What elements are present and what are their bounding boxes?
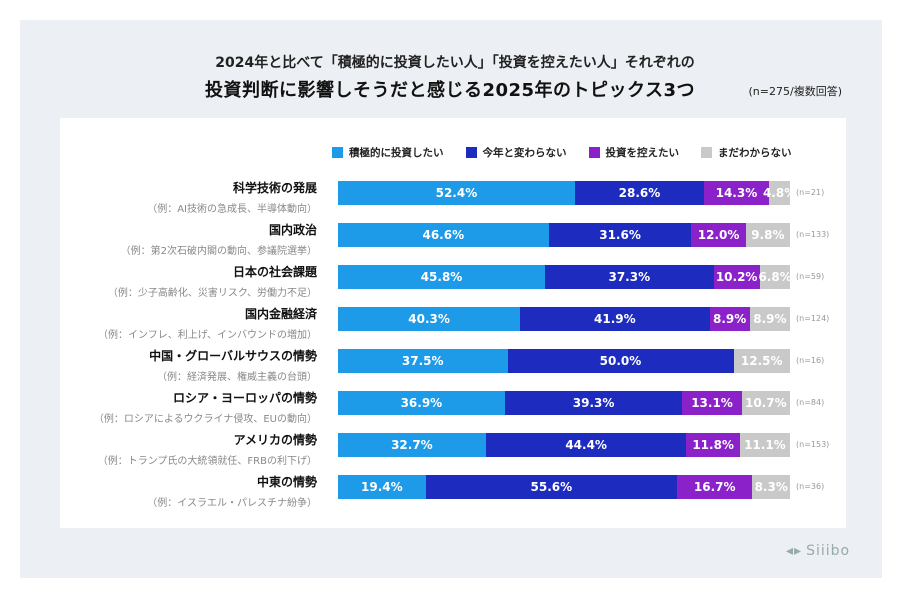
category-example: （例：第2次石破内閣の動向、参議院選挙） [120,246,317,257]
bar-segment: 12.5% [733,349,790,373]
category-label: ロシア・ヨーロッパの情勢 （例：ロシアによるウクライナ侵攻、EUの動向） [17,389,317,425]
sample-size-label: (n=59) [796,272,825,281]
bar-segment: 11.1% [739,433,790,457]
sample-size-label: (n=133) [796,230,830,239]
bar-segment: 52.4% [338,181,575,205]
logo-text: Siiibo [806,543,851,559]
bar-segment: 8.9% [709,307,750,331]
bar-segment: 31.6% [548,223,692,247]
category-example: （例：イスラエル・パレスチナ紛争） [147,498,317,509]
legend-swatch [332,147,343,158]
bar-segment: 44.4% [485,433,687,457]
bar-segment: 14.3% [704,181,769,205]
bar-segment: 6.8% [758,265,792,289]
category-example: （例：ロシアによるウクライナ侵攻、EUの動向） [93,414,317,425]
bar-segment: 45.8% [338,265,546,289]
category-example: （例：少子高齢化、災害リスク、労働力不足） [107,288,317,299]
bar-segment: 8.3% [752,475,790,499]
category-name: 国内政治 [268,223,317,237]
category-name: アメリカの情勢 [233,433,317,447]
legend-swatch [701,147,712,158]
legend-label: まだわからない [718,147,792,159]
sample-size-label: (n=124) [796,314,830,323]
legend-label: 積極的に投資したい [349,147,444,159]
bar-segment: 39.3% [504,391,683,415]
sample-note: (n=275/複数回答) [748,85,842,98]
legend-item: 今年と変わらない [465,145,567,160]
bar-segment: 55.6% [425,475,677,499]
sample-size-label: (n=36) [796,482,825,491]
category-label: 科学技術の発展 （例：AI技術の急成長、半導体動向） [17,179,317,215]
chart-title-line1: 2024年と比べて「積極的に投資したい人」「投資を控えたい人」それぞれの [215,55,695,71]
bar-segment: 8.9% [749,307,790,331]
category-label: 中国・グローバルサウスの情勢 （例：経済発展、権威主義の台頭） [17,347,317,383]
category-label: アメリカの情勢 （例：トランプ氏の大統領就任、FRBの利下げ） [17,431,317,467]
bar-segment: 4.8% [763,181,796,205]
legend: 積極的に投資したい 今年と変わらない 投資を控えたい まだわからない [332,145,792,160]
category-example: （例：インフレ、利上げ、インバウンドの増加） [98,330,317,341]
category-example: （例：AI技術の急成長、半導体動向） [147,204,317,215]
bar-segment: 40.3% [338,307,521,331]
category-name: 中国・グローバルサウスの情勢 [149,349,317,363]
category-label: 日本の社会課題 （例：少子高齢化、災害リスク、労働力不足） [17,263,317,299]
category-example: （例：トランプ氏の大統領就任、FRBの利下げ） [97,456,317,467]
category-label: 中東の情勢 （例：イスラエル・パレスチナ紛争） [17,473,317,509]
legend-item: 投資を控えたい [588,145,680,160]
legend-label: 投資を控えたい [605,147,680,159]
bar-segment: 36.9% [338,391,505,415]
legend-item: まだわからない [701,145,792,160]
sample-size-label: (n=84) [796,398,825,407]
bar-segment: 13.1% [682,391,742,415]
bar-segment: 28.6% [574,181,705,205]
sample-size-label: (n=153) [796,440,830,449]
bar-segment: 16.7% [677,475,753,499]
sample-size-label: (n=16) [796,356,825,365]
bar-segment: 37.5% [338,349,508,373]
category-name: ロシア・ヨーロッパの情勢 [172,391,317,405]
bar-segment: 37.3% [545,265,714,289]
category-name: 国内金融経済 [244,307,317,321]
bar-segment: 32.7% [338,433,486,457]
bar-segment: 46.6% [338,223,549,247]
category-name: 日本の社会課題 [232,265,317,279]
legend-swatch [465,147,477,158]
legend-label: 今年と変わらない [482,147,567,159]
category-label: 国内政治 （例：第2次石破内閣の動向、参議院選挙） [17,221,317,257]
sample-size-label: (n=21) [796,188,825,197]
logo-icon: ◂▸ [786,543,803,559]
bar-segment: 12.0% [691,223,746,247]
category-name: 科学技術の発展 [232,181,317,195]
siiibo-logo: ◂▸ Siiibo [786,543,850,559]
category-example: （例：経済発展、権威主義の台頭） [157,372,317,383]
bar-segment: 9.8% [745,223,790,247]
bar-segment: 41.9% [520,307,710,331]
bar-segment: 10.7% [741,391,790,415]
category-name: 中東の情勢 [256,475,317,489]
legend-swatch [588,147,600,158]
bar-segment: 11.8% [686,433,740,457]
bar-segment: 50.0% [507,349,734,373]
legend-item: 積極的に投資したい [332,145,444,160]
category-label: 国内金融経済 （例：インフレ、利上げ、インバウンドの増加） [17,305,317,341]
bar-segment: 10.2% [713,265,760,289]
bar-segment: 19.4% [338,475,426,499]
chart-title-line2: 投資判断に影響しそうだと感じる2025年のトピックス3つ [204,80,696,101]
